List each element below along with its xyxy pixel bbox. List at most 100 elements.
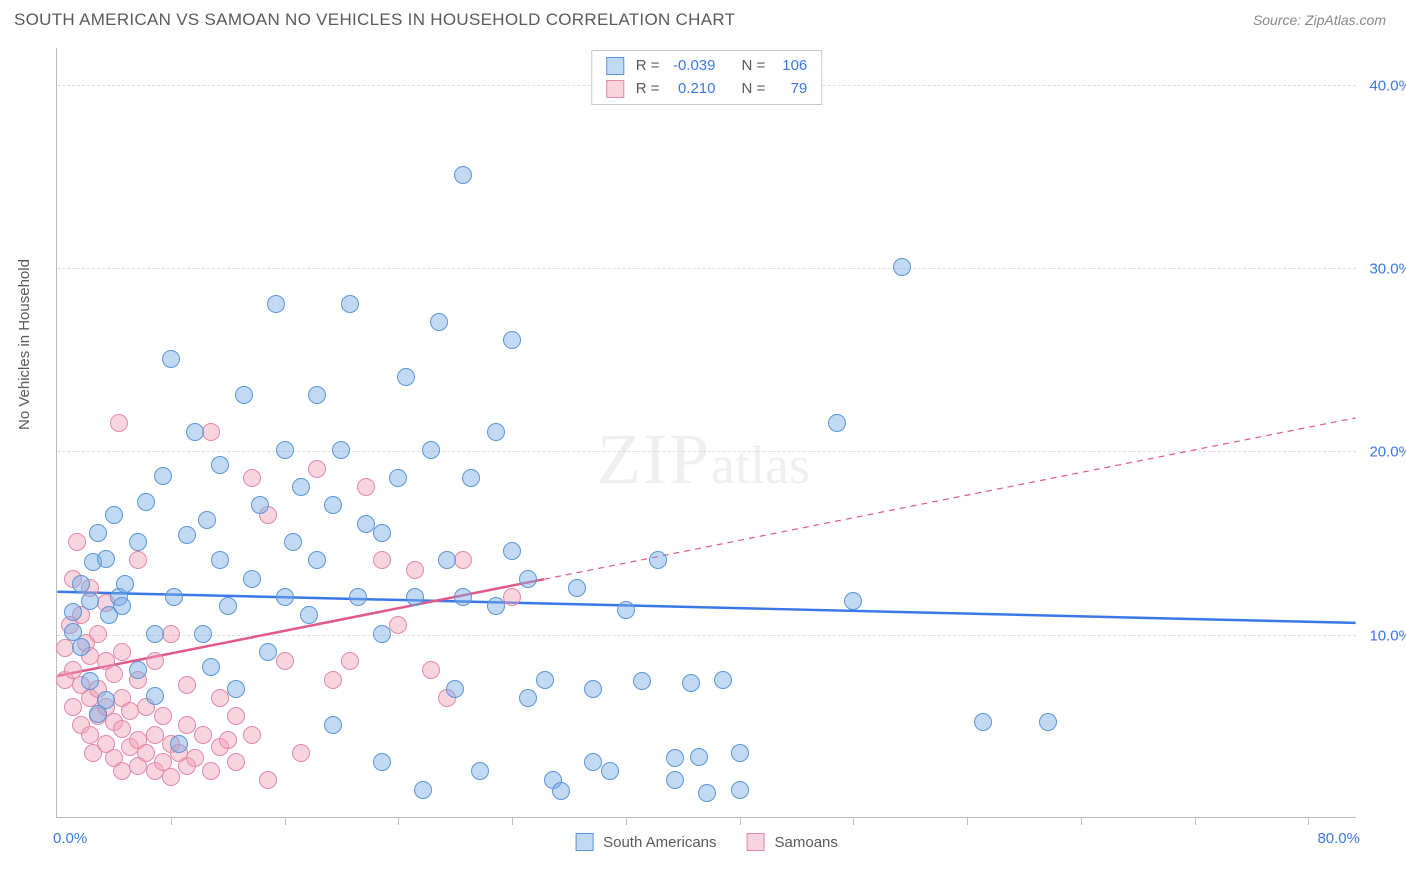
chart-title: SOUTH AMERICAN VS SAMOAN NO VEHICLES IN … [14, 10, 735, 30]
x-tick [398, 817, 399, 825]
data-point [211, 689, 229, 707]
x-tick [1308, 817, 1309, 825]
data-point [251, 496, 269, 514]
data-point [129, 551, 147, 569]
y-axis-label: No Vehicles in Household [16, 259, 33, 430]
legend-item-samoans: Samoans [747, 833, 838, 851]
data-point [56, 639, 74, 657]
data-point [235, 386, 253, 404]
trend-lines [57, 48, 1356, 817]
data-point [519, 570, 537, 588]
data-point [284, 533, 302, 551]
data-point [259, 771, 277, 789]
data-point [154, 707, 172, 725]
data-point [666, 771, 684, 789]
data-point [332, 441, 350, 459]
data-point [186, 423, 204, 441]
data-point [292, 478, 310, 496]
data-point [146, 726, 164, 744]
data-point [487, 423, 505, 441]
data-point [243, 469, 261, 487]
data-point [552, 782, 570, 800]
data-point [503, 542, 521, 560]
gridline: 20.0% [57, 451, 1356, 452]
data-point [601, 762, 619, 780]
data-point [146, 652, 164, 670]
data-point [568, 579, 586, 597]
swatch-icon [747, 833, 765, 851]
x-tick [1081, 817, 1082, 825]
data-point [373, 524, 391, 542]
y-tick-label: 20.0% [1362, 444, 1406, 461]
data-point [154, 467, 172, 485]
data-point [276, 588, 294, 606]
data-point [519, 689, 537, 707]
x-tick [853, 817, 854, 825]
data-point [389, 469, 407, 487]
legend-item-south-americans: South Americans [575, 833, 716, 851]
data-point [64, 603, 82, 621]
y-tick-label: 10.0% [1362, 627, 1406, 644]
data-point [430, 313, 448, 331]
legend-series: South Americans Samoans [575, 833, 838, 851]
data-point [110, 414, 128, 432]
x-tick [967, 817, 968, 825]
data-point [129, 661, 147, 679]
data-point [202, 658, 220, 676]
data-point [276, 652, 294, 670]
data-point [162, 625, 180, 643]
data-point [113, 643, 131, 661]
data-point [300, 606, 318, 624]
data-point [165, 588, 183, 606]
x-tick [512, 817, 513, 825]
swatch-south-americans [606, 57, 624, 75]
legend-stats: R = -0.039 N = 106 R = 0.210 N = 79 [591, 50, 823, 105]
legend-stats-row-0: R = -0.039 N = 106 [606, 55, 808, 78]
data-point [113, 597, 131, 615]
data-point [462, 469, 480, 487]
data-point [211, 456, 229, 474]
data-point [454, 166, 472, 184]
data-point [243, 726, 261, 744]
data-point [292, 744, 310, 762]
data-point [454, 588, 472, 606]
data-point [105, 665, 123, 683]
data-point [487, 597, 505, 615]
data-point [373, 753, 391, 771]
data-point [219, 731, 237, 749]
x-tick [1195, 817, 1196, 825]
data-point [113, 720, 131, 738]
watermark: ZIPatlas [597, 418, 810, 501]
data-point [324, 671, 342, 689]
data-point [406, 561, 424, 579]
y-tick-label: 40.0% [1362, 77, 1406, 94]
data-point [373, 625, 391, 643]
data-point [698, 784, 716, 802]
data-point [72, 638, 90, 656]
data-point [357, 478, 375, 496]
data-point [137, 493, 155, 511]
chart-header: SOUTH AMERICAN VS SAMOAN NO VEHICLES IN … [0, 0, 1406, 36]
chart-plot-area: ZIPatlas 10.0%20.0%30.0%40.0% R = -0.039… [56, 48, 1356, 818]
x-tick [171, 817, 172, 825]
data-point [194, 726, 212, 744]
data-point [178, 716, 196, 734]
data-point [219, 597, 237, 615]
data-point [198, 511, 216, 529]
data-point [454, 551, 472, 569]
data-point [162, 768, 180, 786]
data-point [121, 702, 139, 720]
data-point [105, 506, 123, 524]
data-point [974, 713, 992, 731]
legend-stats-row-1: R = 0.210 N = 79 [606, 78, 808, 101]
data-point [227, 680, 245, 698]
data-point [690, 748, 708, 766]
data-point [308, 460, 326, 478]
data-point [308, 551, 326, 569]
data-point [666, 749, 684, 767]
data-point [893, 258, 911, 276]
data-point [324, 496, 342, 514]
data-point [81, 726, 99, 744]
data-point [259, 643, 277, 661]
data-point [243, 570, 261, 588]
